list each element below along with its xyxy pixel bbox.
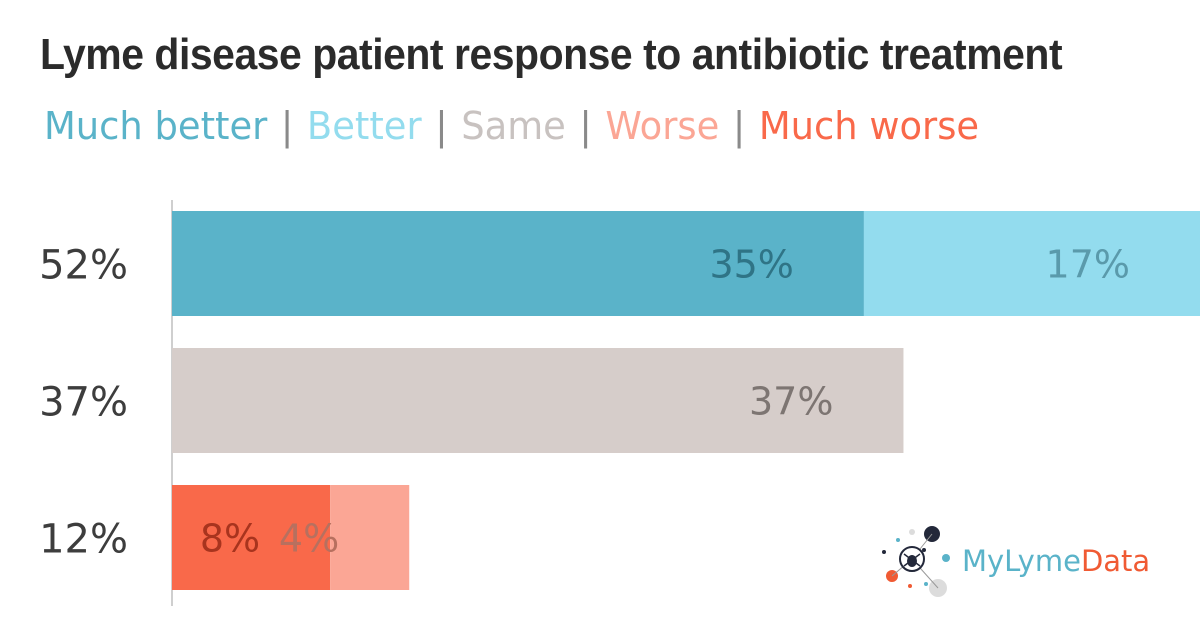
legend-separator: |	[280, 104, 294, 148]
bar-segment	[863, 211, 1200, 316]
tick-bug-icon	[882, 526, 950, 597]
brand-name-part1: MyLyme	[962, 544, 1081, 578]
legend-same: Same	[461, 104, 566, 148]
legend: Much better | Better | Same | Worse | Much worse	[44, 104, 979, 148]
data-label: 37%	[749, 380, 833, 424]
category-label: 12%	[39, 517, 128, 563]
legend-better: Better	[306, 104, 422, 148]
bar-segment	[330, 485, 410, 590]
legend-worse: Worse	[605, 104, 720, 148]
legend-much-better: Much better	[44, 104, 268, 148]
category-label: 52%	[39, 243, 128, 289]
category-label: 37%	[39, 380, 128, 426]
brand-logo: MyLymeData	[876, 526, 1176, 602]
brand-name-part2: Data	[1080, 544, 1151, 578]
bar-segment	[172, 211, 864, 316]
brand-name: MyLymeData	[962, 544, 1150, 578]
bar-segment	[172, 348, 904, 453]
data-label: 17%	[1046, 243, 1130, 287]
legend-much-worse: Much worse	[758, 104, 980, 148]
data-label: 35%	[709, 243, 793, 287]
bar-segment	[172, 485, 331, 590]
legend-separator: |	[435, 104, 448, 148]
data-label: 8%	[200, 517, 260, 561]
legend-separator: |	[732, 104, 746, 148]
data-label: 4%	[279, 517, 339, 561]
chart-title: Lyme disease patient response to antibio…	[40, 30, 1063, 79]
legend-separator: |	[579, 104, 592, 148]
